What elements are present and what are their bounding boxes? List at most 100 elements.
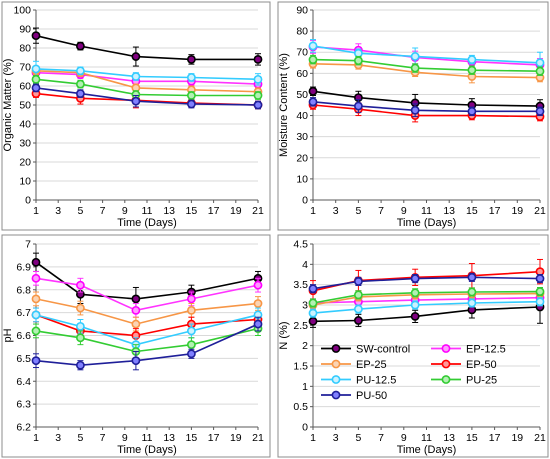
data-point xyxy=(308,298,318,308)
data-point xyxy=(308,55,318,65)
series-pu-12-5 xyxy=(308,297,545,318)
data-point xyxy=(535,58,545,68)
data-point xyxy=(76,333,85,343)
data-point xyxy=(253,319,263,329)
x-tick-label: 11 xyxy=(142,432,153,444)
data-point xyxy=(131,72,141,81)
y-tick-label: 6.7 xyxy=(16,307,31,319)
y-tick-label: 2 xyxy=(302,340,308,352)
x-tick-label: 1 xyxy=(33,432,39,444)
legend-label: PU-12.5 xyxy=(356,375,396,387)
x-axis-title: Time (Days) xyxy=(397,217,456,229)
x-tick-label: 13 xyxy=(163,205,175,217)
data-point xyxy=(308,86,318,96)
data-point xyxy=(535,274,545,283)
y-tick-label: 30 xyxy=(19,138,31,150)
y-tick-label: 6.5 xyxy=(16,353,31,365)
data-point xyxy=(253,100,263,110)
y-tick-label: 7 xyxy=(25,239,31,251)
legend-swatch-marker xyxy=(441,375,451,384)
y-tick-label: 0 xyxy=(25,195,31,207)
data-point xyxy=(535,297,545,307)
x-tick-label: 11 xyxy=(142,205,153,217)
data-point xyxy=(186,73,196,82)
data-point xyxy=(186,349,196,359)
data-point xyxy=(186,294,196,304)
series-pu-25 xyxy=(308,287,545,308)
data-point xyxy=(76,66,85,76)
data-point xyxy=(31,74,41,84)
data-point xyxy=(353,101,363,111)
legend-label: EP-12.5 xyxy=(466,344,506,356)
y-axis-title: Moisture Content (%) xyxy=(278,53,290,157)
data-point xyxy=(186,99,196,109)
data-point xyxy=(308,284,318,294)
data-point xyxy=(131,356,141,366)
data-point xyxy=(131,52,141,61)
x-tick-label: 3 xyxy=(333,432,339,444)
x-tick-label: 3 xyxy=(55,205,61,217)
x-tick-label: 5 xyxy=(77,432,83,444)
data-point xyxy=(31,83,41,93)
data-point xyxy=(410,288,420,298)
x-tick-label: 21 xyxy=(252,205,264,217)
y-tick-label: 100 xyxy=(13,5,31,17)
data-point xyxy=(131,96,141,106)
data-point xyxy=(253,74,263,84)
y-tick-label: 20 xyxy=(19,157,31,169)
y-tick-label: 0.5 xyxy=(293,401,308,413)
x-tick-label: 7 xyxy=(100,205,106,217)
data-point xyxy=(76,303,85,313)
data-point xyxy=(253,280,263,290)
data-point xyxy=(186,55,196,64)
y-tick-label: 80 xyxy=(296,26,308,38)
data-point xyxy=(308,41,318,51)
x-tick-label: 15 xyxy=(186,205,198,217)
data-point xyxy=(353,304,363,314)
chart-frame xyxy=(1,1,271,231)
data-point xyxy=(76,79,85,89)
x-axis-title: Time (Days) xyxy=(117,217,176,229)
data-point xyxy=(186,91,196,100)
data-point xyxy=(535,106,545,116)
x-tick-label: 17 xyxy=(208,432,220,444)
x-tick-label: 3 xyxy=(55,432,61,444)
y-tick-label: 60 xyxy=(19,81,31,93)
y-tick-label: 90 xyxy=(296,5,308,17)
x-tick-label: 17 xyxy=(208,205,220,217)
data-point xyxy=(31,326,41,336)
chart-panel-3: 6.26.36.46.56.66.76.86.971 3 5 7 9 11 13 15 17 19… xyxy=(1,234,271,458)
data-point xyxy=(353,56,363,66)
x-tick-label: 9 xyxy=(401,205,407,217)
x-tick-label: 15 xyxy=(466,205,478,217)
data-point xyxy=(186,305,196,315)
data-point xyxy=(186,340,196,350)
data-point xyxy=(31,273,41,283)
data-point xyxy=(410,105,420,115)
x-tick-label: 13 xyxy=(443,432,455,444)
x-tick-label: 9 xyxy=(401,432,407,444)
y-tick-label: 10 xyxy=(19,176,31,188)
legend-swatch-marker xyxy=(441,344,451,353)
series-sw-control xyxy=(31,27,263,67)
y-tick-label: 50 xyxy=(19,100,31,112)
x-tick-label: 13 xyxy=(443,205,455,217)
data-point xyxy=(76,321,85,331)
data-point xyxy=(353,316,363,325)
x-tick-label: 5 xyxy=(77,205,83,217)
y-axis-title: Organic Matter (%) xyxy=(2,59,14,152)
x-tick-label: 5 xyxy=(355,205,361,217)
x-tick-label: 19 xyxy=(511,205,523,217)
x-tick-label: 19 xyxy=(511,432,523,444)
x-tick-label: 11 xyxy=(421,205,432,217)
y-tick-label: 6.3 xyxy=(16,399,31,411)
x-tick-label: 21 xyxy=(252,432,264,444)
y-tick-label: 70 xyxy=(19,62,31,74)
data-point xyxy=(131,305,141,315)
data-point xyxy=(76,41,85,51)
legend-label: PU-50 xyxy=(356,390,387,402)
data-point xyxy=(76,89,85,98)
x-tick-label: 21 xyxy=(534,432,546,444)
